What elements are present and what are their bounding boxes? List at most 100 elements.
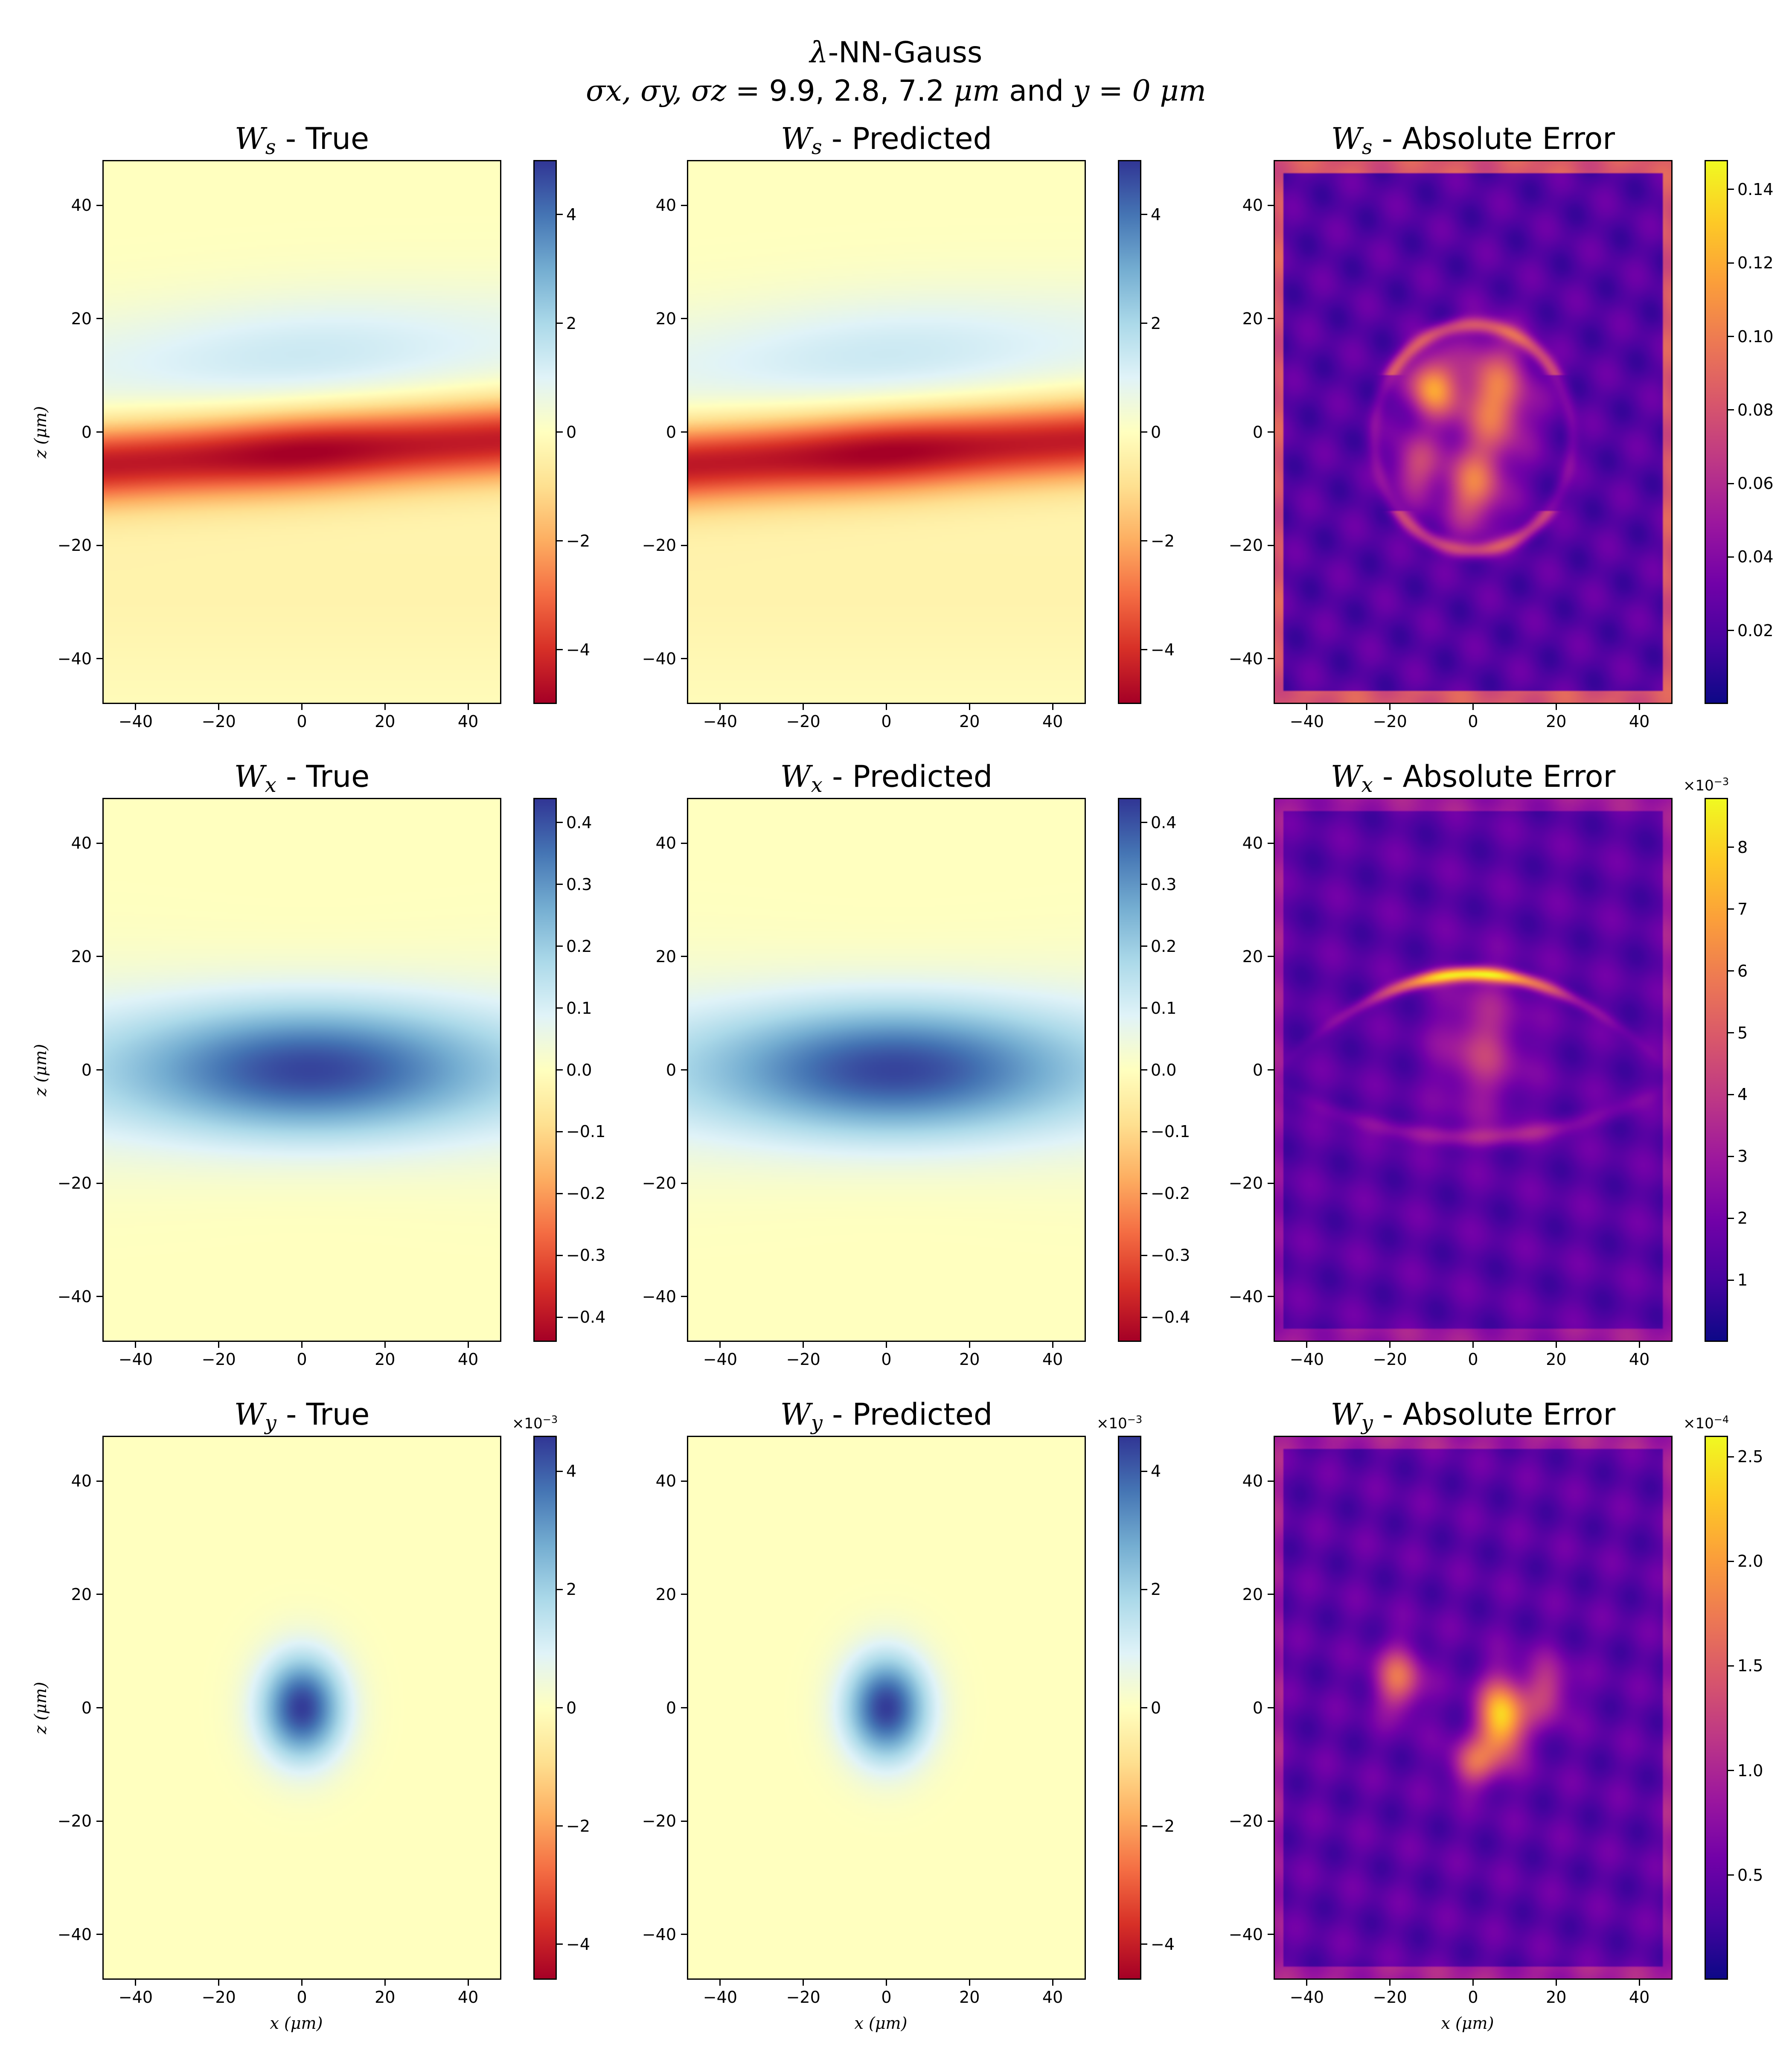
panel-1-0-colorbar-tick-mark — [557, 822, 563, 823]
panel-0-1-colorbar-tick-mark — [1141, 431, 1147, 433]
panel-2-1-title-sub: y — [811, 1411, 823, 1435]
panel-2-1-ytick-mark — [681, 1594, 687, 1595]
panel-0-1-xtick-label: 20 — [959, 712, 980, 731]
panel-2-1-xlabel-unit: (μm) — [869, 2014, 908, 2033]
panel-0-2-ytick-mark — [1268, 658, 1274, 660]
panel-2-2-ytick-label: −20 — [1228, 1812, 1263, 1831]
panel-2-0-xlabel: x (μm) — [270, 2014, 323, 2033]
panel-1-2-xtick-mark — [1389, 1342, 1391, 1348]
panel-1-2-colorbar-tick-mark — [1728, 1279, 1734, 1281]
panel-0-1-xtick-mark — [803, 704, 804, 710]
panel-2-2-colorbar-tick-label: 1.5 — [1737, 1656, 1763, 1676]
panel-2-0-xtick-label: −20 — [201, 1988, 236, 2007]
panel-2-0-ylabel: z (μm) — [31, 1665, 50, 1751]
panel-1-1-xtick-label: 0 — [881, 1350, 892, 1369]
panel-1-1-xtick-mark — [719, 1342, 721, 1348]
panel-1-1-colorbar-tick-label: −0.3 — [1151, 1246, 1190, 1265]
panel-1-0-ylabel: z (μm) — [31, 1027, 50, 1113]
panel-2-2-colorbar-tick-label: 2.5 — [1737, 1447, 1763, 1466]
panel-2-2-xtick-mark — [1472, 1980, 1474, 1986]
panel-0-0-colorbar-tick-mark — [557, 214, 563, 215]
panel-1-1-colorbar-tick-mark — [1141, 1131, 1147, 1132]
panel-0-0-colorbar-tick-mark — [557, 431, 563, 433]
panel-1-0-ytick-label: 40 — [71, 834, 92, 853]
panel-0-0-colorbar-tick-mark — [557, 649, 563, 650]
panel-2-0-xtick-mark — [384, 1980, 386, 1986]
suptitle-name: -NN-Gauss — [828, 36, 983, 70]
panel-0-0-ytick-label: −40 — [57, 649, 92, 668]
panel-0-1-ytick-label: −40 — [642, 649, 676, 668]
panel-2-1-colorbar-tick-label: −2 — [1151, 1816, 1175, 1836]
panel-0-2-ytick-label: 40 — [1242, 196, 1263, 215]
panel-0-0-colorbar — [533, 160, 557, 704]
panel-2-0-ytick-label: −20 — [57, 1812, 92, 1831]
panel-1-1-title-var: W — [780, 759, 811, 794]
panel-2-2-colorbar-tick-label: 2.0 — [1737, 1552, 1763, 1571]
panel-1-0-ylabel-var: z — [31, 1082, 50, 1096]
panel-0-2-ytick-mark — [1268, 431, 1274, 433]
panel-0-0-xtick-label: −40 — [118, 712, 153, 731]
panel-0-2-heatmap-canvas — [1275, 161, 1671, 703]
panel-0-2-colorbar-tick-mark — [1728, 483, 1734, 484]
panel-2-1-colorbar-tick-mark — [1141, 1707, 1147, 1708]
suptitle-sigmas: σx, σy, σz = — [585, 74, 769, 108]
panel-2-1-xlabel: x (μm) — [855, 2014, 908, 2033]
panel-2-1-colorbar-offset: ×10−3 — [1097, 1414, 1142, 1432]
panel-0-0-ytick-label: −20 — [57, 536, 92, 555]
panel-1-0-colorbar-tick-mark — [557, 1193, 563, 1194]
panel-1-1-colorbar-tick-label: 0.1 — [1151, 998, 1177, 1018]
panel-0-2-colorbar-tick-label: 0.10 — [1737, 327, 1774, 346]
panel-1-0-title-sub: x — [265, 773, 276, 797]
panel-2-2-colorbar-tick-mark — [1728, 1456, 1734, 1457]
panel-2-2-ytick-mark — [1268, 1934, 1274, 1935]
panel-1-1-ytick-label: 40 — [655, 834, 676, 853]
panel-1-2-colorbar-tick-mark — [1728, 1032, 1734, 1034]
panel-1-2-colorbar-offset-base: ×10 — [1683, 777, 1714, 794]
panel-0-0-ytick-label: 20 — [71, 309, 92, 328]
panel-0-1-title-sub: s — [811, 135, 822, 159]
panel-0-1-colorbar-tick-label: 4 — [1151, 205, 1161, 224]
panel-1-2-colorbar-tick-label: 8 — [1737, 838, 1748, 857]
suptitle-y: y = 0 — [1073, 74, 1160, 108]
panel-1-2-colorbar-offset: ×10−3 — [1683, 776, 1729, 794]
panel-1-2-colorbar-tick-label: 6 — [1737, 961, 1748, 980]
panel-0-0-title-var: W — [234, 121, 265, 156]
panel-0-2-title: Ws - Absolute Error — [1231, 119, 1715, 159]
panel-1-0-xtick-label: 20 — [375, 1350, 396, 1369]
panel-0-0-xtick-label: −20 — [201, 712, 236, 731]
panel-0-0-ytick-mark — [96, 204, 102, 206]
panel-0-0-xtick-mark — [218, 704, 220, 710]
panel-2-0-xlabel-unit: (μm) — [284, 2014, 323, 2033]
panel-0-0-heatmap — [102, 160, 501, 704]
panel-1-2-colorbar-tick-mark — [1728, 1217, 1734, 1219]
panel-1-1-ytick-label: −40 — [642, 1287, 676, 1306]
panel-2-0-ylabel-unit: (μm) — [31, 1681, 50, 1720]
panel-1-0-colorbar-tick-mark — [557, 1254, 563, 1256]
panel-1-2-xtick-label: 40 — [1629, 1350, 1650, 1369]
panel-1-2-ytick-mark — [1268, 842, 1274, 844]
panel-2-1-xtick-mark — [1052, 1980, 1053, 1986]
panel-0-2-colorbar-tick-mark — [1728, 556, 1734, 558]
panel-2-1-xtick-label: 20 — [959, 1988, 980, 2007]
suptitle-line2: σx, σy, σz = 9.9, 2.8, 7.2 μm and y = 0 … — [0, 77, 1792, 106]
panel-1-0-colorbar-tick-mark — [557, 1131, 563, 1132]
panel-2-2-xlabel: x (μm) — [1441, 2014, 1494, 2033]
panel-1-0-xtick-mark — [384, 1342, 386, 1348]
panel-1-2-ytick-label: −20 — [1228, 1174, 1263, 1193]
panel-0-0-ytick-label: 0 — [81, 422, 92, 442]
panel-2-1-heatmap — [687, 1436, 1086, 1980]
panel-1-0-ytick-label: 0 — [81, 1060, 92, 1079]
panel-2-1-ytick-label: 40 — [655, 1472, 676, 1491]
panel-0-1-colorbar-tick-label: 0 — [1151, 422, 1161, 442]
panel-0-1-ytick-mark — [681, 431, 687, 433]
panel-0-2-colorbar-tick-label: 0.06 — [1737, 474, 1774, 493]
panel-1-2-colorbar — [1705, 798, 1728, 1342]
panel-2-1-colorbar-tick-label: 2 — [1151, 1580, 1161, 1599]
panel-1-2-xtick-mark — [1555, 1342, 1557, 1348]
panel-0-1-ytick-label: 20 — [655, 309, 676, 328]
panel-2-2-ytick-mark — [1268, 1707, 1274, 1708]
panel-0-1-heatmap — [687, 160, 1086, 704]
panel-2-2-colorbar — [1705, 1436, 1728, 1980]
panel-2-2-xlabel-var: x — [1441, 2014, 1456, 2033]
panel-2-0-ytick-label: −40 — [57, 1925, 92, 1944]
